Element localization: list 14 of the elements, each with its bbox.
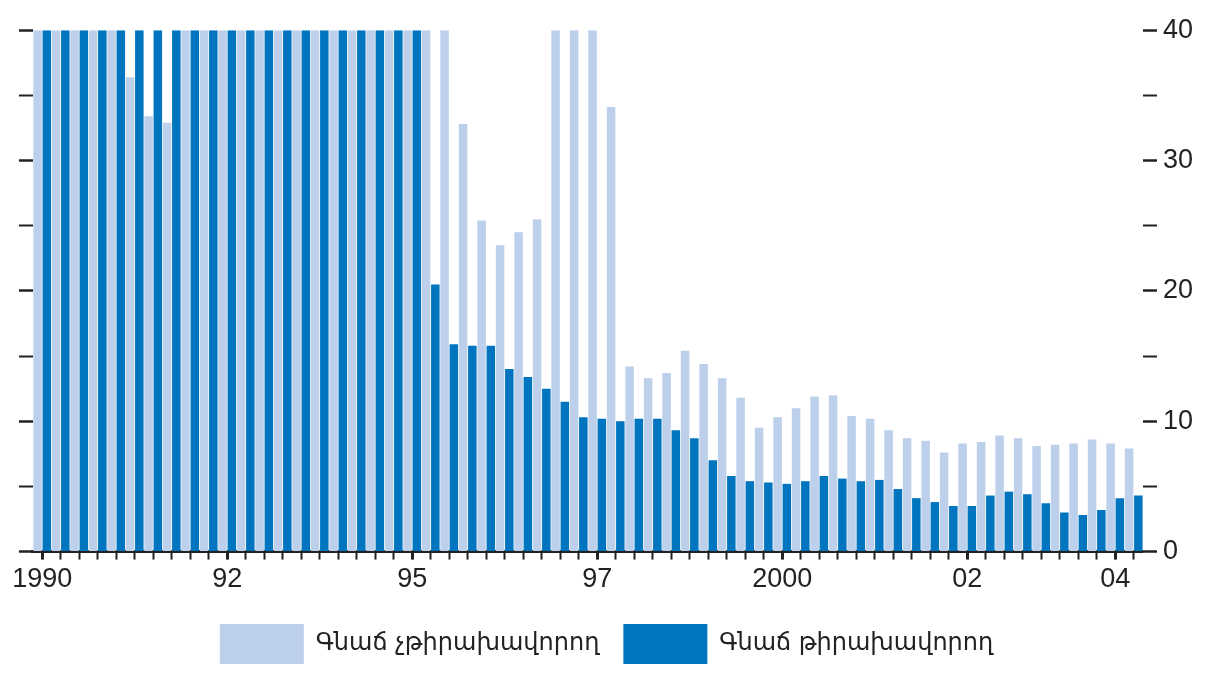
x-tick-label: 97: [582, 563, 613, 594]
x-tick-label: 92: [212, 563, 243, 594]
legend-label: Գնաճ չթիրախավորող: [315, 628, 601, 657]
x-tick-label: 95: [397, 563, 428, 594]
y-tick-label: 20: [1162, 274, 1194, 305]
y-tick-label: 30: [1162, 144, 1194, 174]
y-tick-label: 0: [1162, 535, 1178, 566]
x-tick-label: 1990: [12, 563, 73, 594]
x-tick-label: 02: [952, 563, 983, 594]
x-tick-label: 04: [1100, 563, 1131, 594]
legend-label: Գնաճ թիրախավորող: [719, 628, 995, 657]
y-tick-label: 40: [1162, 13, 1194, 44]
x-tick-label: 2000: [752, 563, 813, 594]
y-tick-label: 10: [1162, 404, 1194, 435]
